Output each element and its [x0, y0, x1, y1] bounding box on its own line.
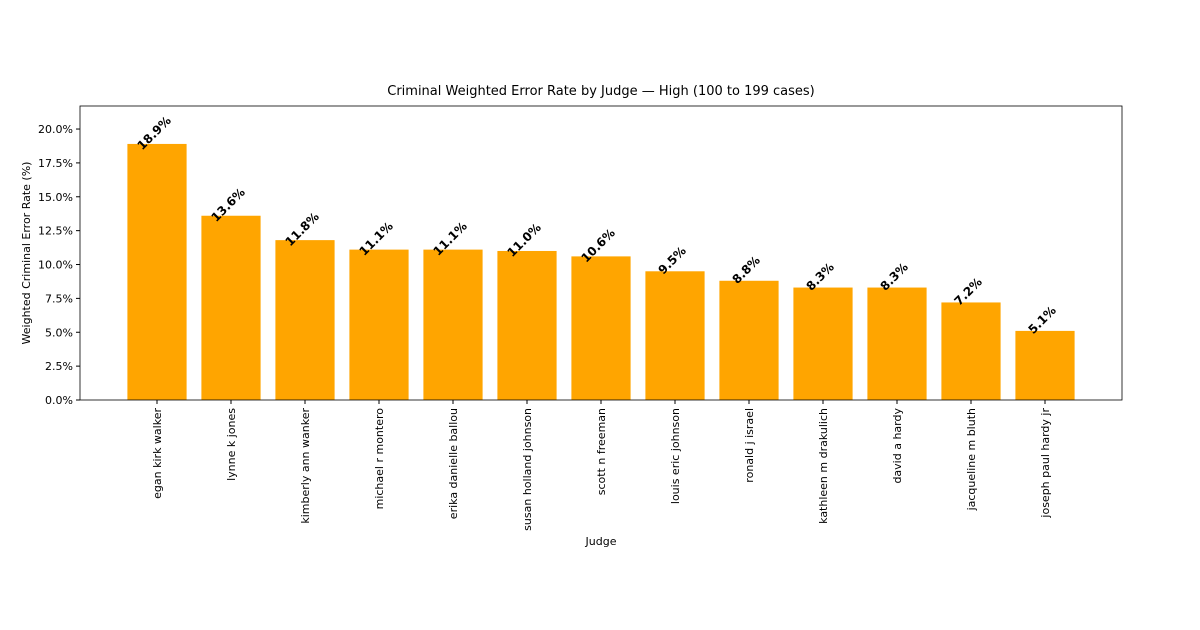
- x-tick-label: joseph paul hardy jr: [1039, 408, 1052, 519]
- x-tick-label: susan holland johnson: [521, 408, 534, 531]
- y-tick-label: 5.0%: [45, 326, 73, 339]
- bar: [793, 287, 853, 400]
- x-tick-label: kathleen m drakulich: [817, 408, 830, 524]
- x-tick-label: michael r montero: [373, 408, 386, 510]
- x-tick-label: jacqueline m bluth: [965, 408, 978, 511]
- x-axis-label: Judge: [585, 535, 617, 548]
- y-tick-label: 0.0%: [45, 394, 73, 407]
- y-tick-label: 2.5%: [45, 360, 73, 373]
- x-tick-label: scott n freeman: [595, 408, 608, 495]
- bar: [127, 143, 187, 400]
- bar: [867, 287, 927, 400]
- bar: [497, 250, 557, 400]
- x-tick-label: lynne k jones: [225, 408, 238, 481]
- bar: [1015, 330, 1075, 400]
- chart-title: Criminal Weighted Error Rate by Judge — …: [387, 84, 815, 99]
- bar: [275, 240, 335, 400]
- bar: [645, 271, 705, 400]
- x-tick-label: david a hardy: [891, 408, 904, 484]
- bar: [719, 280, 779, 400]
- bar: [571, 256, 631, 400]
- x-tick-label: egan kirk walker: [151, 408, 164, 499]
- y-tick-label: 7.5%: [45, 292, 73, 305]
- x-tick-label: kimberly ann wanker: [299, 408, 312, 524]
- y-tick-label: 20.0%: [38, 123, 73, 136]
- y-tick-label: 15.0%: [38, 191, 73, 204]
- bar: [423, 249, 483, 400]
- plot-frame: [79, 105, 1123, 401]
- y-axis-label: Weighted Criminal Error Rate (%): [20, 162, 33, 345]
- bar: [941, 302, 1001, 400]
- x-tick-label: ronald j israel: [743, 408, 756, 483]
- y-tick-label: 17.5%: [38, 157, 73, 170]
- bar: [349, 249, 409, 400]
- bar: [201, 215, 261, 400]
- x-tick-label: erika danielle ballou: [447, 408, 460, 519]
- y-tick-label: 12.5%: [38, 225, 73, 238]
- x-tick-label: louis eric johnson: [669, 408, 682, 504]
- y-tick-label: 10.0%: [38, 259, 73, 272]
